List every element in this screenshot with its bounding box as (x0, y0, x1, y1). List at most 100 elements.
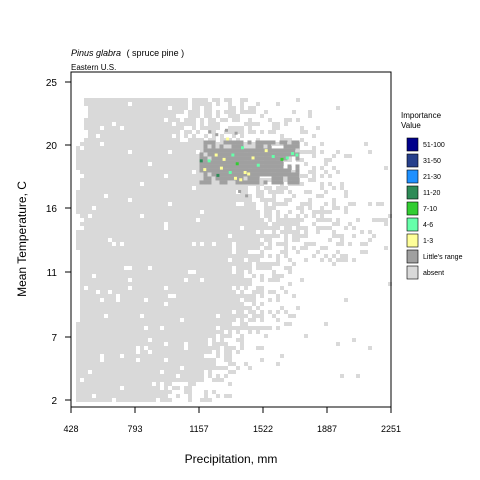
absent-cell (208, 242, 212, 246)
range-cell (243, 168, 248, 173)
absent-cell (156, 266, 160, 270)
range-cell (203, 176, 208, 181)
absent-cell (224, 346, 228, 350)
absent-cell (200, 206, 204, 210)
absent-cell (156, 138, 160, 142)
range-cell (251, 172, 256, 177)
absent-cell (196, 254, 200, 258)
absent-cell (224, 298, 228, 302)
absent-cell (248, 326, 252, 330)
absent-cell (140, 226, 144, 230)
absent-cell (200, 338, 204, 342)
absent-cell (128, 134, 132, 138)
absent-cell (148, 226, 152, 230)
absent-cell (200, 306, 204, 310)
absent-cell (104, 110, 108, 114)
absent-cell (84, 258, 88, 262)
range-cell (267, 168, 272, 173)
range-cell (199, 160, 204, 165)
range-cell (263, 172, 268, 177)
absent-cell (220, 218, 224, 222)
absent-cell (188, 242, 192, 246)
absent-cell (208, 282, 212, 286)
absent-cell (144, 334, 148, 338)
absent-cell (100, 138, 104, 142)
absent-cell (272, 198, 276, 202)
absent-cell (208, 294, 212, 298)
absent-cell (220, 198, 224, 202)
absent-cell (104, 254, 108, 258)
absent-cell (100, 130, 104, 134)
absent-cell (196, 154, 200, 158)
absent-cell (140, 114, 144, 118)
absent-cell (168, 330, 172, 334)
absent-cell (132, 378, 136, 382)
absent-cell (128, 250, 132, 254)
absent-cell (176, 270, 180, 274)
absent-cell (144, 274, 148, 278)
absent-cell (96, 298, 100, 302)
absent-cell (256, 286, 260, 290)
absent-cell (92, 358, 96, 362)
absent-cell (176, 366, 180, 370)
absent-cell (152, 250, 156, 254)
absent-cell (196, 106, 200, 110)
absent-cell (284, 222, 288, 226)
absent-cell (272, 202, 276, 206)
absent-cell (340, 186, 344, 190)
absent-cell (124, 342, 128, 346)
absent-cell (132, 182, 136, 186)
range-cell (279, 180, 284, 185)
absent-cell (124, 390, 128, 394)
range-cell (255, 172, 260, 177)
absent-cell (164, 298, 168, 302)
range-cell (231, 160, 236, 165)
absent-cell (124, 398, 128, 402)
absent-cell (200, 370, 204, 374)
absent-cell (232, 318, 236, 322)
absent-cell (312, 222, 316, 226)
absent-cell (88, 150, 92, 154)
absent-cell (188, 234, 192, 238)
absent-cell (168, 126, 172, 130)
absent-cell (264, 178, 268, 182)
absent-cell (236, 298, 240, 302)
absent-cell (140, 174, 144, 178)
absent-cell (204, 294, 208, 298)
absent-cell (120, 106, 124, 110)
range-cell (239, 172, 244, 177)
absent-cell (292, 314, 296, 318)
absent-cell (120, 158, 124, 162)
absent-cell (236, 366, 240, 370)
absent-cell (244, 202, 248, 206)
absent-cell (100, 386, 104, 390)
absent-cell (120, 374, 124, 378)
absent-cell (376, 202, 380, 206)
absent-cell (312, 134, 316, 138)
absent-cell (128, 314, 132, 318)
absent-cell (160, 390, 164, 394)
absent-cell (212, 298, 216, 302)
absent-cell (96, 294, 100, 298)
importance-point (240, 146, 244, 150)
absent-cell (228, 242, 232, 246)
absent-cell (108, 330, 112, 334)
absent-cell (264, 238, 268, 242)
absent-cell (80, 382, 84, 386)
absent-cell (136, 386, 140, 390)
absent-cell (148, 106, 152, 110)
absent-cell (236, 310, 240, 314)
absent-cell (176, 102, 180, 106)
absent-cell (140, 374, 144, 378)
absent-cell (328, 218, 332, 222)
range-cell (283, 148, 288, 153)
absent-cell (196, 362, 200, 366)
absent-cell (84, 118, 88, 122)
absent-cell (124, 226, 128, 230)
range-cell (239, 152, 244, 157)
absent-cell (236, 314, 240, 318)
absent-cell (188, 154, 192, 158)
absent-cell (108, 318, 112, 322)
legend-swatch (406, 201, 419, 216)
absent-cell (328, 238, 332, 242)
